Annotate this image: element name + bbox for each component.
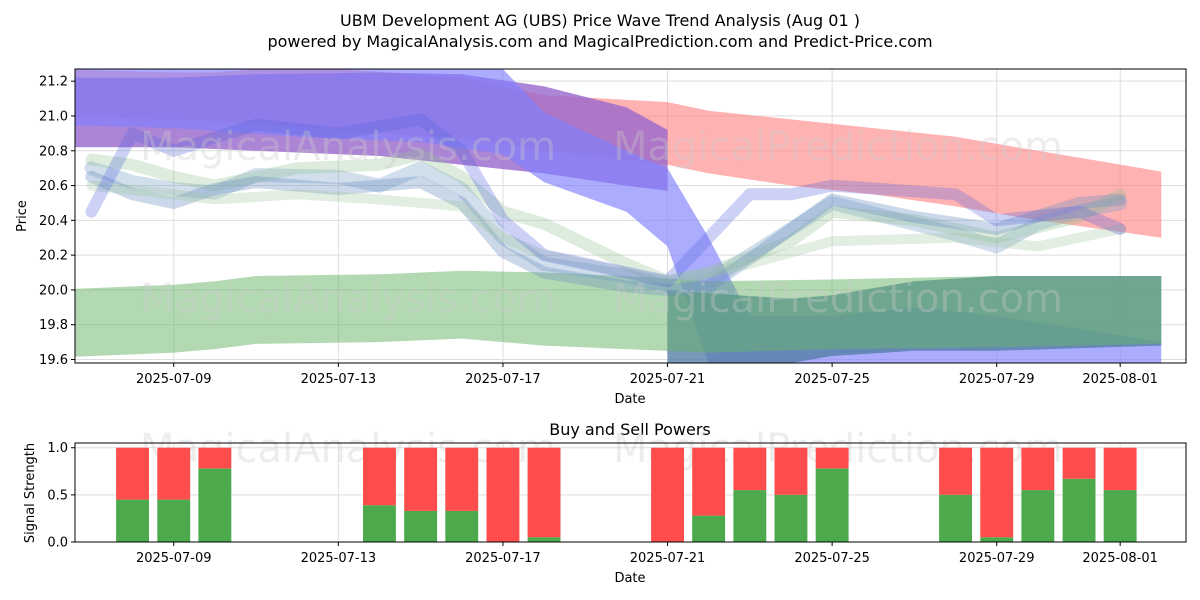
buy-bar [1062, 478, 1096, 542]
price-y-tick-label: 19.6 [39, 353, 68, 368]
signal-y-tick-label: 0.0 [47, 536, 68, 551]
price-y-ticks: 19.6 19.8 20.0 20.2 20.4 20.6 20.8 21.0 21.2 [39, 75, 75, 368]
price-y-tick-label: 21.2 [39, 75, 68, 90]
buy-bar [198, 468, 232, 542]
buy-bar [692, 515, 726, 542]
signal-x-tick-label: 2025-07-25 [794, 551, 870, 566]
buy-bar [1021, 490, 1055, 542]
signal-y-axis-label: Signal Strength [23, 443, 38, 543]
price-x-tick-label: 2025-07-13 [301, 372, 377, 387]
sell-bar [1021, 447, 1055, 491]
sell-bar [692, 447, 726, 516]
price-wave-lines [84, 113, 1128, 296]
sell-bar [733, 447, 767, 491]
signal-x-tick-label: 2025-07-21 [630, 551, 706, 566]
chart-title: UBM Development AG (UBS) Price Wave Tren… [340, 11, 860, 30]
buy-bar [445, 510, 479, 542]
signal-x-tick-label: 2025-07-29 [959, 551, 1035, 566]
signal-y-tick-label: 1.0 [47, 441, 68, 456]
buy-bar [116, 499, 149, 542]
price-wave-line-1 [85, 148, 1127, 288]
price-y-tick-label: 20.8 [39, 144, 68, 159]
sell-bar [651, 447, 684, 542]
price-y-tick-label: 19.8 [39, 318, 68, 333]
buy-bar [157, 499, 191, 542]
sell-bar [157, 447, 191, 500]
signal-x-tick-label: 2025-07-09 [136, 551, 212, 566]
signal-x-tick-label: 2025-07-17 [465, 551, 541, 566]
price-wave-line-3 [86, 180, 1126, 287]
watermark-prediction-top: MagicalPrediction.com [613, 124, 1063, 170]
price-x-tick-label: 2025-07-21 [630, 372, 706, 387]
chart-subtitle: powered by MagicalAnalysis.com and Magic… [267, 32, 932, 51]
price-bands [75, 69, 1162, 363]
price-x-tick-label: 2025-07-29 [959, 372, 1035, 387]
signal-chart-title: Buy and Sell Powers [549, 420, 711, 439]
signal-bars [116, 447, 1137, 542]
sell-bar [116, 447, 149, 500]
sell-bar [939, 447, 972, 495]
price-wave-line-2 [85, 170, 1127, 296]
signal-x-ticks: 2025-07-09 2025-07-13 2025-07-17 2025-07-21… [136, 542, 1158, 566]
sell-bar [815, 447, 849, 469]
price-chart: MagicalAnalysis.com MagicalPrediction.co… [15, 68, 1187, 407]
price-x-tick-label: 2025-08-01 [1082, 372, 1158, 387]
signal-plot-border [74, 442, 1187, 543]
price-x-axis-label: Date [614, 392, 645, 407]
buy-bar [774, 494, 808, 542]
buy-bar [939, 494, 972, 542]
sell-bar [486, 447, 520, 542]
sell-bar [527, 447, 561, 538]
signal-y-ticks: 0.0 0.5 1.0 [47, 441, 75, 551]
price-x-tick-label: 2025-07-17 [465, 372, 541, 387]
price-wave-line-4 [85, 113, 1127, 288]
signal-x-tick-label: 2025-07-13 [301, 551, 377, 566]
buy-bar [815, 468, 849, 542]
price-y-axis-label: Price [15, 200, 30, 232]
watermark-analysis-top: MagicalAnalysis.com [140, 124, 556, 170]
buy-bar [733, 490, 767, 542]
price-x-ticks: 2025-07-09 2025-07-13 2025-07-17 2025-07-21… [136, 363, 1158, 387]
sell-bar [404, 447, 438, 511]
price-y-tick-label: 20.4 [39, 214, 68, 229]
price-x-tick-label: 2025-07-25 [794, 372, 870, 387]
sell-bar [774, 447, 808, 495]
sell-bar [198, 447, 232, 469]
buy-bar [1103, 490, 1137, 542]
watermark-prediction-mid: MagicalPrediction.com [613, 276, 1063, 322]
signal-x-tick-label: 2025-08-01 [1082, 551, 1158, 566]
price-y-tick-label: 21.0 [39, 109, 68, 124]
buy-bar [404, 510, 438, 542]
buy-bar [980, 537, 1014, 542]
sell-bar [445, 447, 479, 511]
sell-bar [1062, 447, 1096, 479]
signal-chart: Buy and Sell Powers MagicalAnalysis.com … [23, 420, 1187, 586]
signal-y-tick-label: 0.5 [47, 488, 68, 503]
signal-x-axis-label: Date [614, 571, 645, 586]
buy-bar [363, 505, 396, 542]
price-wave-line-0 [84, 161, 1128, 294]
buy-bar [527, 537, 561, 542]
price-y-tick-label: 20.2 [39, 249, 68, 264]
watermark-analysis-mid: MagicalAnalysis.com [140, 276, 556, 322]
price-band-4 [75, 270, 1162, 357]
sell-bar [1103, 447, 1137, 491]
price-y-tick-label: 20.0 [39, 283, 68, 298]
sell-bar [363, 447, 396, 506]
sell-bar [980, 447, 1014, 538]
price-plot-border [74, 68, 1187, 364]
price-y-tick-label: 20.6 [39, 179, 68, 194]
price-x-tick-label: 2025-07-09 [136, 372, 212, 387]
